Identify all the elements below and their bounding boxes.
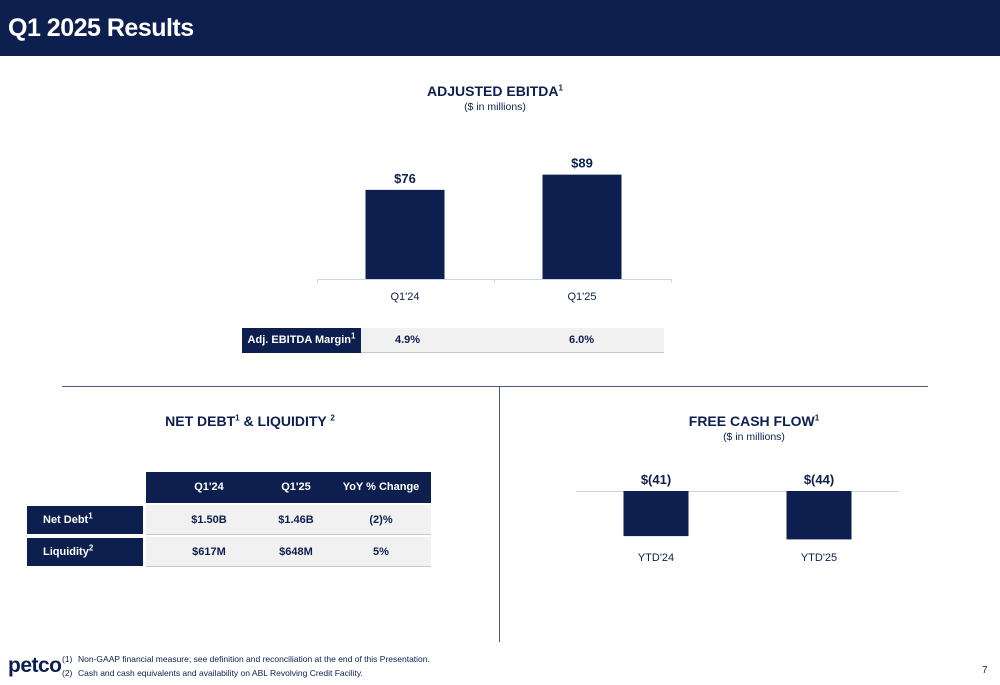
ebitda-chart: $76 Q1'24 $89 Q1'25 <box>317 156 672 303</box>
fcf-category-label: YTD'25 <box>801 552 837 564</box>
table-row: $617M $648M 5% <box>146 537 431 567</box>
ebitda-data-label: $89 <box>571 156 593 171</box>
ebitda-category-label: Q1'24 <box>390 291 419 303</box>
footnote-1-text: Non-GAAP financial measure; see definiti… <box>78 654 430 664</box>
table-row: $1.50B $1.46B (2)% <box>146 505 431 535</box>
net-debt-title-sup2: 2 <box>330 413 335 423</box>
ebitda-category-label: Q1'25 <box>567 291 596 303</box>
row-label-liquidity-sup: 2 <box>88 543 94 553</box>
net-debt-title: NET DEBT1 & LIQUIDITY 2 <box>140 413 360 429</box>
ebitda-subtitle: ($ in millions) <box>464 101 526 113</box>
footnote-2: (2) Cash and cash equivalents and availab… <box>62 666 430 680</box>
ebitda-title: ADJUSTED EBITDA1 <box>395 83 595 99</box>
page-number: 7 <box>982 665 988 676</box>
petco-logo: petco <box>8 654 62 677</box>
row-label-net-debt-sup: 1 <box>88 511 93 521</box>
liquidity-q124: $617M <box>192 546 226 558</box>
page-title: Q1 2025 Results <box>8 14 194 42</box>
ebitda-margin-row: 4.9% 6.0% <box>361 328 664 353</box>
net-debt-table-header: Q1'24 Q1'25 YoY % Change <box>146 472 431 503</box>
fcf-title: FREE CASH FLOW1 <box>654 413 854 429</box>
footnotes: (1) Non-GAAP financial measure; see defin… <box>62 652 430 680</box>
fcf-data-label: $(44) <box>804 472 834 487</box>
footnote-2-num: (2) <box>62 668 73 678</box>
ebitda-margin-q125: 6.0% <box>569 334 595 346</box>
ebitda-title-text: ADJUSTED EBITDA <box>427 83 559 99</box>
ebitda-margin-label-sup: 1 <box>351 331 356 341</box>
ebitda-data-label: $76 <box>394 171 416 186</box>
ebitda-margin-label: Adj. EBITDA Margin1 <box>242 328 361 353</box>
fcf-chart: $(41) YTD'24 $(44) YTD'25 <box>576 472 899 564</box>
fcf-title-text: FREE CASH FLOW <box>688 413 815 429</box>
net-debt-yoy: (2)% <box>369 514 393 526</box>
fcf-bar <box>786 491 852 540</box>
footnote-1-num: (1) <box>62 654 73 664</box>
section-divider-vertical <box>499 386 500 642</box>
column-header-q124: Q1'24 <box>194 481 224 493</box>
fcf-category-label: YTD'24 <box>638 552 674 564</box>
footnote-1: (1) Non-GAAP financial measure; see defin… <box>62 652 430 666</box>
net-debt-q124: $1.50B <box>191 514 227 526</box>
column-header-q125: Q1'25 <box>281 481 311 493</box>
net-debt-title-part1: NET DEBT <box>165 413 236 429</box>
fcf-bar <box>623 491 689 537</box>
fcf-data-label: $(41) <box>641 472 671 487</box>
net-debt-title-part2: & LIQUIDITY <box>239 413 331 429</box>
ebitda-margin-label-text: Adj. EBITDA Margin <box>247 334 352 346</box>
column-header-yoy: YoY % Change <box>342 481 420 493</box>
footnote-2-text: Cash and cash equivalents and availabili… <box>78 668 363 678</box>
row-label-net-debt: Net Debt1 <box>27 506 143 534</box>
row-label-net-debt-text: Net Debt <box>43 514 89 526</box>
liquidity-q125: $648M <box>279 546 313 558</box>
header-bar: Q1 2025 Results <box>0 0 1000 56</box>
ebitda-margin-q124: 4.9% <box>395 334 421 346</box>
row-label-liquidity: Liquidity2 <box>27 538 143 566</box>
ebitda-title-sup: 1 <box>558 83 563 93</box>
fcf-title-sup: 1 <box>814 413 820 423</box>
ebitda-bar <box>365 189 445 279</box>
ebitda-bar <box>542 174 622 279</box>
net-debt-title-sup1: 1 <box>235 413 240 423</box>
liquidity-yoy: 5% <box>373 546 389 558</box>
net-debt-q125: $1.46B <box>278 514 314 526</box>
section-divider-horizontal <box>62 386 928 387</box>
row-label-liquidity-text: Liquidity <box>43 546 89 558</box>
fcf-subtitle: ($ in millions) <box>723 431 785 443</box>
